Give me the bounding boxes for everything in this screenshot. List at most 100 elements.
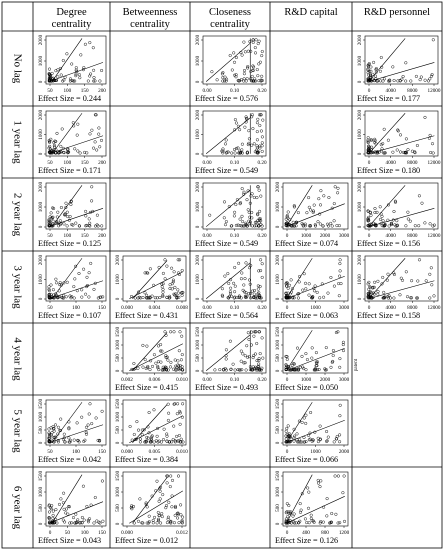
data-point (100, 224, 104, 228)
data-point (242, 68, 247, 73)
data-point (337, 294, 341, 298)
data-point (92, 68, 96, 72)
data-point (245, 344, 249, 348)
data-point (432, 223, 436, 227)
data-point (302, 440, 306, 444)
y-tick-label: 1500 (195, 326, 201, 337)
data-point (301, 288, 305, 292)
data-point (312, 289, 317, 293)
data-point (156, 360, 161, 364)
data-point (171, 278, 175, 282)
data-point (318, 222, 322, 226)
data-point (318, 203, 323, 207)
y-tick-label: 1000 (38, 411, 44, 422)
y-tick-label: 2000 (195, 254, 201, 265)
data-point (233, 118, 237, 122)
data-point (169, 474, 173, 478)
data-point (249, 343, 254, 347)
data-point (92, 79, 96, 83)
data-point (93, 495, 97, 500)
data-point (234, 202, 238, 207)
data-point (338, 365, 342, 369)
data-point (311, 519, 315, 523)
data-point (398, 150, 403, 154)
data-point (87, 223, 91, 227)
x-tick-label: 150 (81, 233, 89, 239)
effect-size-label: Effect Size = 0.384 (115, 455, 178, 464)
data-point (47, 219, 51, 223)
data-point (409, 296, 413, 300)
data-point (243, 354, 247, 358)
data-point (59, 497, 63, 501)
data-point (251, 365, 255, 369)
data-point (400, 278, 405, 282)
data-point (51, 288, 55, 292)
x-tick-label: 4000 (385, 233, 396, 239)
x-tick-label: 0.00 (202, 233, 211, 239)
data-point (54, 435, 58, 439)
data-point (285, 281, 289, 285)
data-point (300, 354, 304, 358)
data-point (229, 294, 234, 298)
data-point (316, 440, 320, 444)
data-point (392, 272, 396, 277)
data-point (69, 521, 74, 525)
data-point (155, 434, 159, 438)
y-tick-label: 2000 (357, 34, 363, 45)
data-point (256, 117, 260, 121)
data-point (227, 281, 231, 285)
data-point (319, 479, 323, 483)
x-tick-label: 0.005 (149, 449, 161, 455)
data-point (240, 271, 244, 275)
data-point (150, 435, 154, 439)
data-point (82, 518, 86, 522)
data-point (238, 149, 242, 153)
data-point (286, 291, 290, 295)
data-point (259, 78, 263, 82)
data-point (285, 215, 289, 219)
data-point (240, 148, 244, 152)
data-point (337, 224, 341, 228)
data-point (324, 346, 328, 350)
data-point (325, 497, 329, 501)
y-tick-label: 1000 (357, 274, 363, 285)
data-point (160, 285, 164, 289)
y-tick-label: 2000 (195, 181, 201, 192)
data-point (292, 204, 296, 208)
data-point (80, 521, 84, 525)
data-point (76, 438, 80, 442)
data-point (330, 224, 334, 228)
data-point (326, 435, 330, 439)
data-point (56, 438, 60, 443)
data-point (416, 279, 420, 283)
data-point (156, 344, 161, 348)
data-point (224, 348, 228, 352)
data-point (66, 151, 70, 155)
data-point (222, 368, 226, 372)
data-point (284, 222, 288, 226)
data-point (60, 127, 64, 131)
data-point (413, 224, 417, 228)
regression-line (205, 334, 251, 371)
y-tick-label: 1000 (357, 129, 363, 140)
data-point (413, 150, 417, 154)
data-point (316, 220, 320, 224)
data-point (67, 427, 71, 431)
data-point (84, 292, 88, 296)
data-point (145, 435, 149, 439)
data-point (291, 224, 295, 228)
data-point (404, 224, 408, 228)
data-point (163, 258, 167, 262)
effect-size-label: Effect Size = 0.066 (275, 455, 338, 464)
plot-frame (364, 35, 439, 85)
data-point (174, 368, 179, 372)
data-point (366, 294, 370, 298)
data-point (313, 224, 318, 228)
y-tick-label: 0 (115, 297, 121, 300)
data-point (54, 139, 58, 144)
data-point (137, 295, 141, 299)
data-point (100, 479, 104, 483)
data-point (233, 290, 237, 294)
